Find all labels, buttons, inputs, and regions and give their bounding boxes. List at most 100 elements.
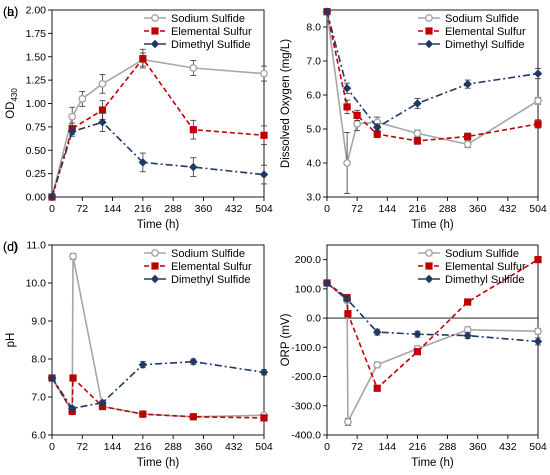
panel-label: (d) [3, 240, 18, 254]
data-point [139, 55, 147, 63]
y-tick-label: 4.0 [306, 158, 321, 170]
panel-label: (c) [3, 240, 18, 254]
data-point [47, 373, 57, 383]
y-tick-label: 0.0 [306, 313, 321, 325]
panel-label: (b) [3, 5, 18, 19]
data-point [189, 162, 198, 172]
x-tick-label: 432 [499, 441, 517, 453]
data-point [344, 310, 352, 318]
data-point [68, 112, 77, 121]
y-tick-label: 8.0 [306, 22, 321, 34]
x-tick-label: 432 [225, 441, 243, 453]
data-point [260, 131, 268, 139]
legend-label: Dimethyl Sulfide [171, 274, 250, 286]
series-line [326, 11, 539, 129]
plot-frame [51, 244, 265, 436]
x-tick-label: 216 [134, 441, 152, 453]
data-point [139, 410, 147, 418]
data-point [98, 117, 107, 127]
y-tick-label: 5.0 [306, 124, 321, 136]
legend-swatch-marker [425, 27, 433, 35]
data-point [533, 69, 543, 78]
y-axis-label-main: OD [5, 102, 17, 119]
y-axis-label-subscript: 430 [10, 88, 19, 102]
y-tick-label: -200.0 [291, 371, 321, 383]
data-point [343, 103, 351, 111]
y-tick-label: 11.0 [26, 240, 46, 252]
legend-swatch-marker [150, 39, 160, 49]
x-tick-label: 144 [379, 441, 397, 453]
x-axis-label: Time (h) [411, 457, 454, 469]
y-tick-label: 6.0 [31, 430, 46, 442]
x-tick-label: 0 [324, 441, 330, 453]
x-tick-label: 288 [439, 441, 457, 453]
legend-label: Elemental Sulfur [171, 26, 252, 38]
x-tick-label: 144 [104, 203, 122, 215]
x-tick-label: 432 [225, 203, 243, 215]
y-tick-label: 200.0 [295, 254, 321, 266]
data-point [534, 327, 542, 336]
data-point [98, 79, 107, 88]
y-tick-label: 9.0 [31, 316, 46, 328]
data-point [189, 126, 197, 134]
series-line [51, 360, 265, 410]
y-axis-label: OD430 [5, 88, 19, 119]
x-tick-label: 288 [164, 203, 182, 215]
data-point [373, 130, 381, 138]
data-point [47, 192, 57, 202]
legend-label: Dimethyl Sulfide [445, 274, 524, 286]
y-tick-label: 0.00 [26, 192, 47, 204]
y-tick-label: 8.0 [31, 354, 46, 366]
legend-swatch-marker [425, 14, 433, 22]
data-point [189, 413, 197, 421]
data-point [413, 348, 422, 356]
y-tick-label: 3.0 [306, 192, 321, 204]
legend-swatch-marker [151, 14, 159, 22]
plot-frame [326, 244, 539, 436]
x-tick-label: 216 [134, 203, 152, 215]
panel-a: 0 72 144 216 288 360 432 504 0.00 0.25 0.50 0.75 1.0… [3, 5, 273, 231]
y-tick-label: -100.0 [291, 342, 321, 354]
plot-frame [51, 9, 265, 198]
panel-label: (a) [3, 5, 18, 19]
data-point [344, 417, 352, 426]
legend-label: Elemental Sulfur [445, 26, 526, 38]
data-point [413, 99, 422, 108]
x-tick-label: 504 [255, 441, 273, 453]
data-point [322, 7, 332, 16]
legend-swatch-marker [151, 262, 159, 270]
data-point [534, 120, 542, 128]
legend-swatch-marker [425, 249, 433, 257]
legend-label: Sodium Sulfide [171, 248, 245, 260]
data-point [67, 404, 77, 413]
x-tick-label: 432 [499, 203, 517, 215]
legend-label: Elemental Sulfur [171, 261, 252, 273]
data-point [69, 374, 77, 382]
x-tick-label: 360 [469, 441, 487, 453]
data-point [373, 360, 382, 369]
panel-b: 0 72 144 216 288 360 432 504 3.0 4.0 5.0 6.0 7.0 8.0 T… [3, 5, 547, 231]
x-tick-label: 72 [76, 441, 88, 453]
y-tick-label: 7.0 [306, 56, 321, 68]
y-axis-label: ORP (mV) [280, 313, 292, 366]
data-point [189, 357, 198, 366]
legend-label: Sodium Sulfide [445, 13, 519, 25]
data-point [464, 298, 472, 306]
y-tick-label: 1.75 [26, 28, 47, 40]
y-tick-label: 0.50 [26, 145, 47, 157]
data-point [260, 69, 268, 78]
data-point [259, 368, 269, 377]
legend-label: Sodium Sulfide [171, 13, 245, 25]
x-tick-label: 72 [76, 203, 88, 215]
data-point [260, 414, 268, 422]
data-point [259, 170, 269, 179]
data-point [533, 337, 543, 346]
x-tick-label: 144 [104, 441, 122, 453]
y-tick-label: -300.0 [291, 400, 321, 412]
data-point [343, 159, 351, 167]
x-tick-label: 216 [409, 441, 427, 453]
data-point [534, 256, 542, 264]
x-tick-label: 504 [255, 203, 273, 215]
data-point [69, 252, 77, 261]
legend-swatch-marker [424, 274, 434, 284]
